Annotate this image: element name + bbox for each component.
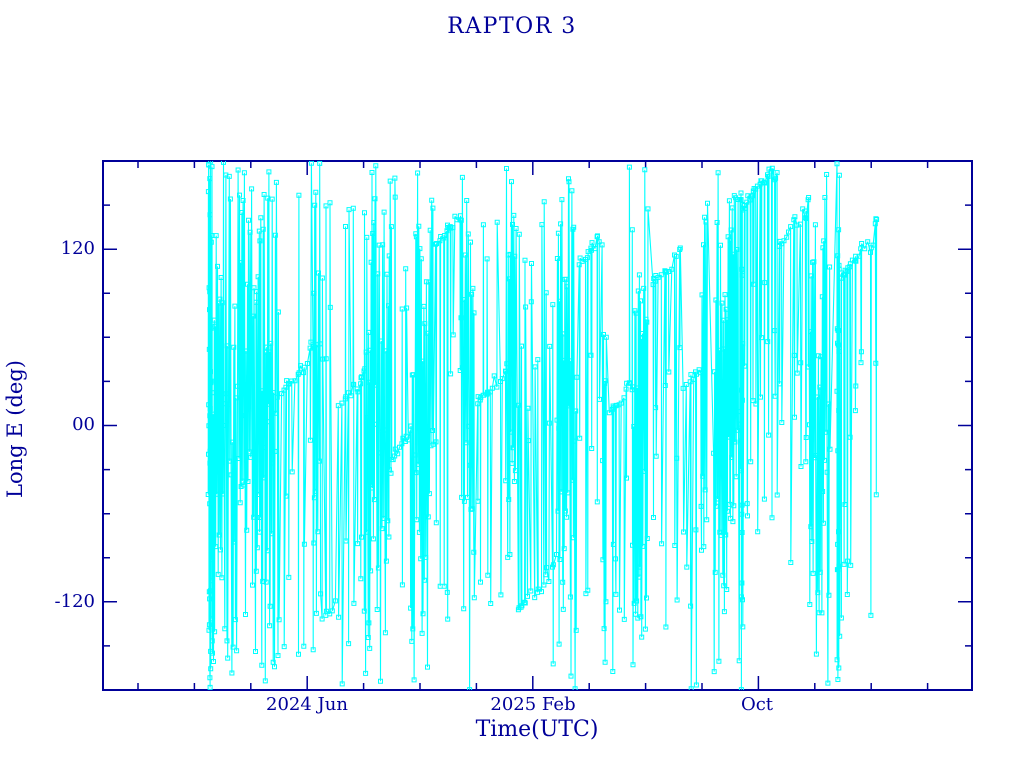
data-lines <box>207 161 878 690</box>
chart-title: RAPTOR 3 <box>447 14 577 39</box>
axis-ticks <box>103 161 972 690</box>
x-axis-title: Time(UTC) <box>475 717 599 742</box>
x-tick-label-2025-feb: 2025 Feb <box>490 694 576 715</box>
y-tick-label-00: 00 <box>72 414 95 435</box>
x-tick-label-oct: Oct <box>740 694 774 715</box>
data-series-longitude <box>205 161 880 690</box>
data-markers <box>205 161 880 690</box>
y-tick-label-minus-120: -120 <box>54 591 95 612</box>
x-tick-label-2024-jun: 2024 Jun <box>266 694 348 715</box>
y-axis-title: Long E (deg) <box>3 360 27 498</box>
y-tick-label-120: 120 <box>60 238 95 259</box>
